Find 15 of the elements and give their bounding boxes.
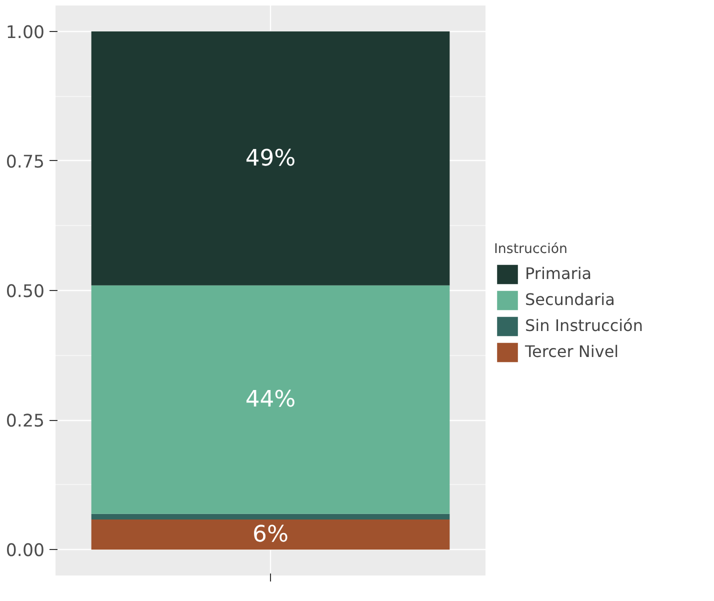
legend-label: Tercer Nivel (525, 342, 619, 361)
y-tick-label: 1.00 (6, 22, 45, 43)
legend-label: Secundaria (525, 290, 615, 309)
bar (91, 520, 450, 550)
y-tick-label: 0.75 (6, 152, 45, 172)
legend-label: Sin Instrucción (525, 316, 643, 335)
legend-title: Instrucción (494, 242, 568, 256)
y-tick-label: 0.50 (6, 282, 45, 302)
data-label: 6% (252, 522, 288, 548)
y-tick-label: 0.25 (6, 412, 45, 432)
data-label: 44% (245, 386, 296, 413)
bar (91, 514, 450, 520)
y-tick-label: 0.00 (6, 541, 45, 562)
data-label: 49% (245, 145, 296, 172)
legend-label: Primaria (525, 264, 592, 283)
